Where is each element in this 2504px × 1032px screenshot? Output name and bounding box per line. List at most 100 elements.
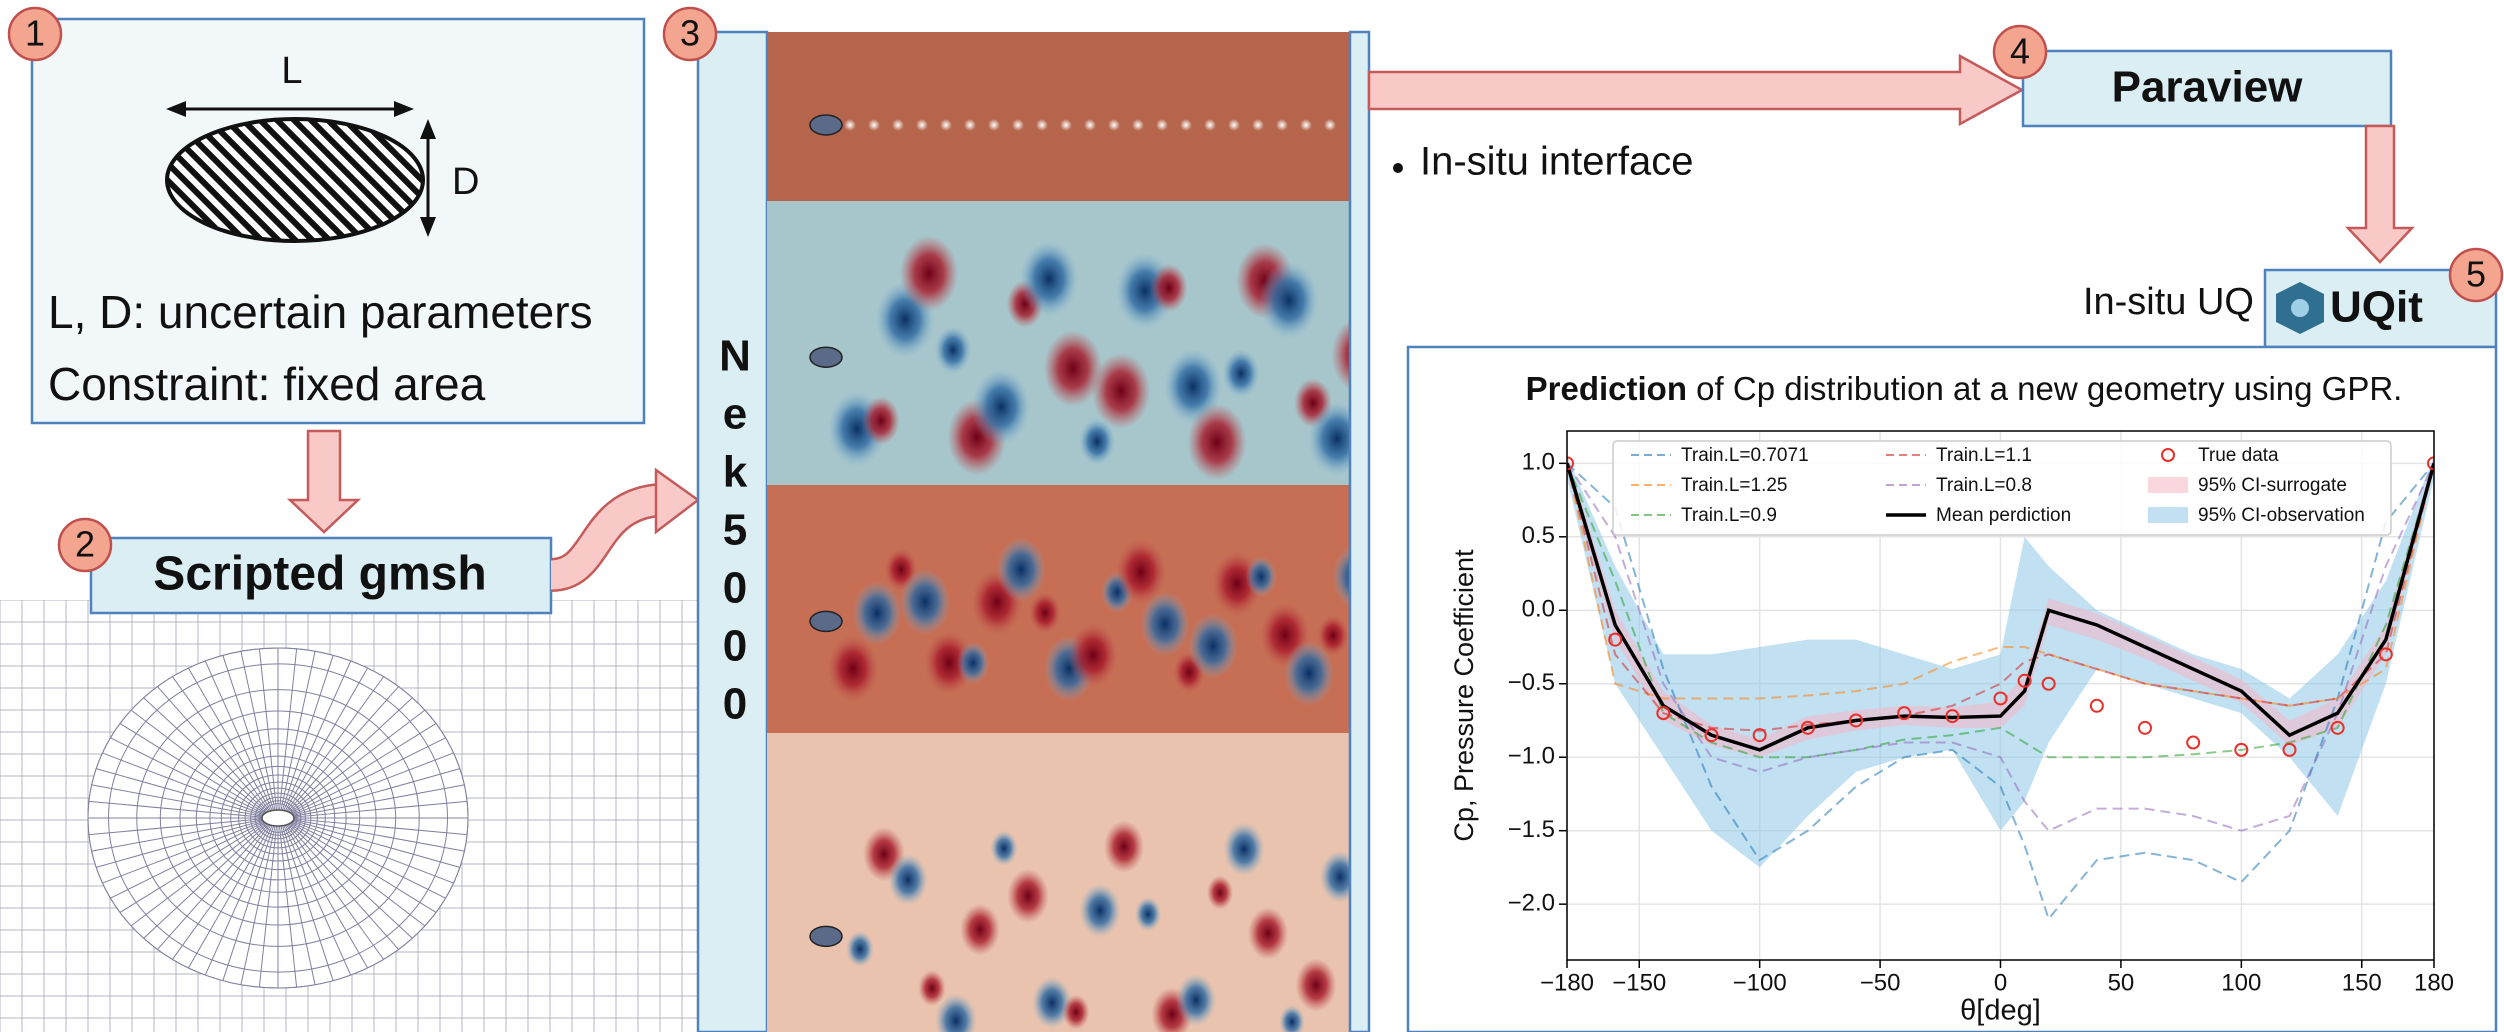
vortex bbox=[899, 235, 959, 312]
mesh-line bbox=[110, 737, 266, 816]
solver-bar-right bbox=[1348, 30, 1371, 1032]
legend-label: Train.L=0.8 bbox=[1936, 475, 2032, 496]
training-line bbox=[1567, 462, 2434, 759]
vortex bbox=[1140, 591, 1190, 657]
mesh-line bbox=[172, 676, 271, 813]
cylinder bbox=[809, 346, 843, 368]
uqit-label: UQit bbox=[2330, 283, 2423, 332]
vortex bbox=[1222, 349, 1260, 398]
vortex bbox=[899, 569, 951, 635]
badge-label: 1 bbox=[25, 13, 45, 54]
mesh-image bbox=[0, 600, 703, 1032]
y-tick-label: −1.5 bbox=[1508, 816, 1555, 843]
vortex bbox=[888, 854, 928, 906]
vortex bbox=[1284, 640, 1334, 706]
mesh-line bbox=[96, 768, 265, 817]
plot-frame bbox=[1566, 430, 2435, 961]
mesh-line bbox=[88, 818, 265, 836]
data-point bbox=[2138, 720, 2152, 735]
vortex bbox=[1043, 330, 1103, 407]
vortex bbox=[1206, 875, 1234, 910]
mesh-line bbox=[284, 667, 368, 813]
mesh-line bbox=[290, 820, 446, 899]
mesh-line bbox=[281, 655, 334, 812]
data-point bbox=[1608, 632, 1623, 647]
down-arrow bbox=[2345, 124, 2415, 264]
vortex bbox=[1062, 994, 1090, 1030]
mesh-line bbox=[288, 822, 426, 927]
vortex bbox=[1068, 623, 1118, 688]
geometry-text: L, D: uncertain parameters bbox=[48, 286, 593, 338]
cylinder bbox=[809, 925, 843, 948]
data-point bbox=[1945, 709, 1960, 724]
vortex bbox=[1019, 240, 1079, 318]
vortex bbox=[971, 368, 1031, 446]
data-point bbox=[2089, 698, 2104, 713]
badge-label: 5 bbox=[2466, 254, 2486, 295]
vortex bbox=[1279, 1005, 1305, 1032]
legend-swatch bbox=[2148, 477, 2188, 493]
vortex bbox=[1132, 118, 1144, 131]
legend-label: True data bbox=[2198, 445, 2279, 466]
vortex bbox=[1188, 613, 1238, 679]
data-point bbox=[2041, 676, 2056, 691]
mesh-line bbox=[222, 655, 275, 812]
mesh-line bbox=[278, 648, 298, 812]
uq-caption: In-situ UQ bbox=[2083, 281, 2254, 323]
training-line bbox=[1567, 463, 2434, 707]
vortex bbox=[1163, 348, 1223, 425]
vortex bbox=[827, 635, 879, 702]
cylinder bbox=[809, 114, 843, 136]
data-point bbox=[2017, 673, 2032, 688]
y-tick-label: 1.0 bbox=[1522, 449, 1555, 476]
legend-label: 95% CI-observation bbox=[2198, 505, 2365, 526]
mesh-line bbox=[188, 667, 272, 813]
mesh-line bbox=[204, 824, 274, 976]
title-emphasis: Prediction bbox=[1526, 370, 1687, 407]
y-axis-label: Cp, Pressure Coefficient bbox=[1449, 549, 1479, 842]
legend-label: Train.L=0.7071 bbox=[1681, 445, 1809, 466]
vortex bbox=[1134, 896, 1162, 932]
mesh-line bbox=[289, 723, 437, 815]
mesh-line bbox=[130, 822, 268, 927]
training-line bbox=[1567, 462, 2434, 832]
mesh-line bbox=[286, 823, 399, 950]
mesh-line bbox=[291, 768, 460, 817]
geometry-text: Constraint: fixed area bbox=[48, 358, 486, 410]
data-point bbox=[1567, 456, 1574, 471]
vortex bbox=[1223, 822, 1265, 876]
title-text: of Cp distribution at a new geometry usi… bbox=[1696, 370, 2402, 407]
data-point bbox=[1897, 706, 1912, 721]
mesh-line bbox=[222, 824, 275, 981]
data-point bbox=[1993, 691, 2008, 706]
vortex bbox=[924, 630, 974, 695]
arrowhead bbox=[394, 101, 414, 117]
vortex bbox=[1156, 118, 1168, 131]
legend-label: Mean perdiction bbox=[1936, 505, 2071, 526]
vortex bbox=[1084, 118, 1096, 131]
vortex bbox=[852, 581, 902, 645]
flow-snapshots bbox=[767, 32, 1350, 1032]
mesh-line bbox=[290, 752, 454, 816]
x-tick-label: 50 bbox=[2108, 969, 2135, 996]
mesh-line bbox=[281, 824, 334, 981]
arrowhead bbox=[420, 217, 436, 237]
vortex bbox=[1300, 118, 1312, 131]
mesh-line bbox=[282, 660, 352, 812]
bullet bbox=[1393, 163, 1403, 173]
mesh-line bbox=[282, 824, 352, 976]
mesh-line bbox=[188, 823, 272, 969]
vortex bbox=[1079, 883, 1121, 938]
data-point bbox=[1752, 728, 1767, 743]
mesh-line bbox=[204, 660, 274, 812]
y-tick-label: −1.0 bbox=[1508, 743, 1555, 770]
solver-letter: e bbox=[723, 390, 747, 439]
vortex bbox=[960, 903, 1000, 956]
badge-label: 4 bbox=[2010, 31, 2030, 72]
vortex bbox=[934, 326, 972, 375]
paraview-box bbox=[2021, 49, 2393, 128]
vortex bbox=[1036, 118, 1048, 131]
solver-letter: N bbox=[719, 332, 751, 381]
vortex bbox=[892, 118, 904, 131]
step-badge: 2 bbox=[57, 517, 113, 573]
